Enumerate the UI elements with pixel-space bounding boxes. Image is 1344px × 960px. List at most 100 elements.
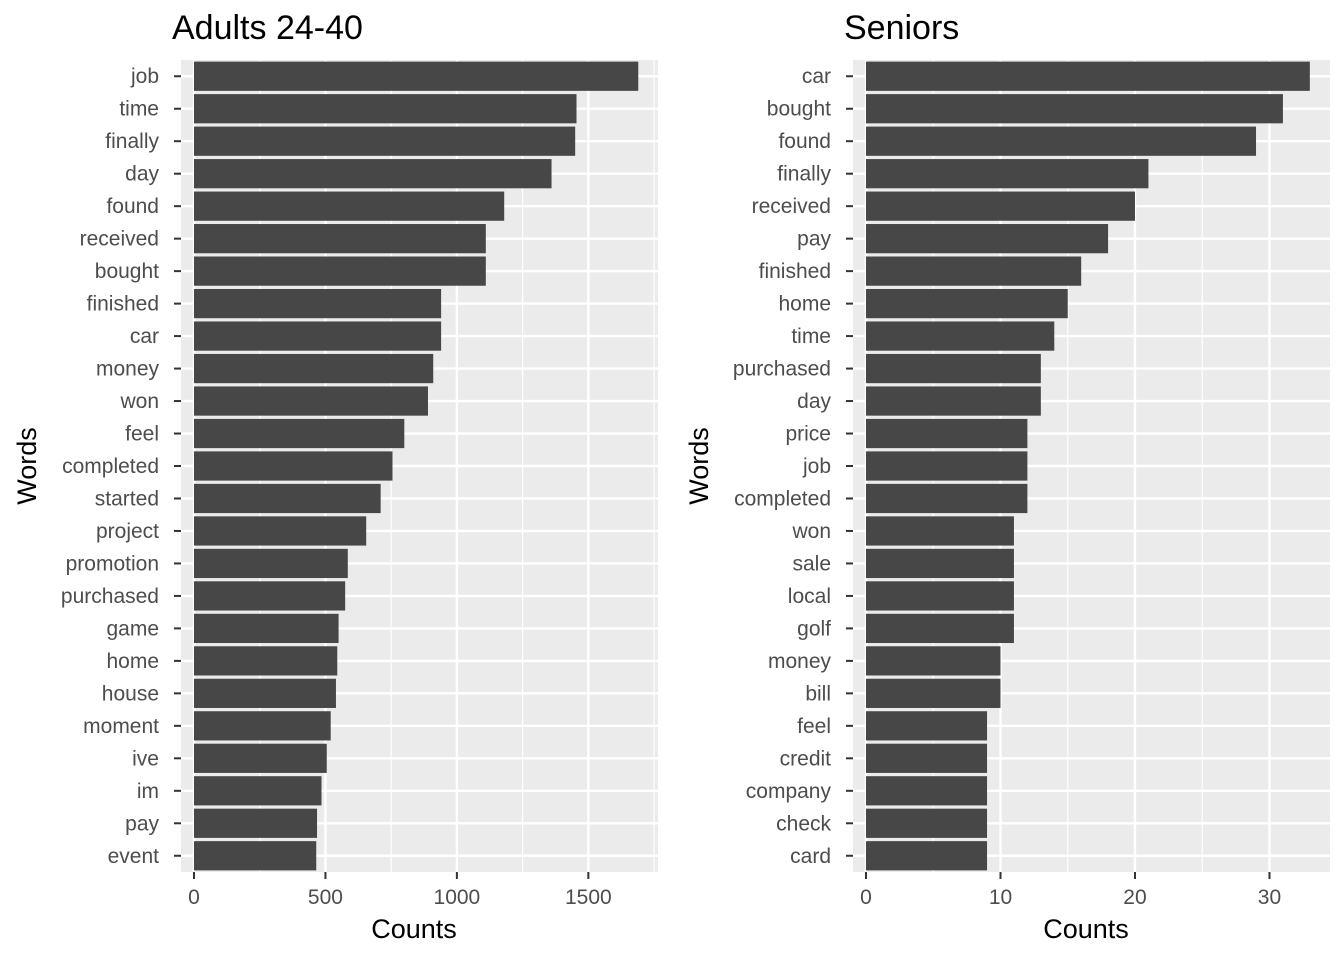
bar-bill xyxy=(866,678,1001,708)
bar-won xyxy=(194,386,428,416)
bar-money xyxy=(866,646,1001,676)
y-tick-label: home xyxy=(778,293,831,316)
bar-house xyxy=(194,678,336,708)
bar-bought xyxy=(194,256,486,286)
bar-day xyxy=(194,159,552,189)
x-tick-label: 0 xyxy=(188,886,200,909)
y-tick-label: money xyxy=(768,650,832,673)
y-tick-label: card xyxy=(790,845,831,868)
y-tick-label: price xyxy=(785,423,831,446)
bar-finished xyxy=(194,288,442,319)
bar-finished xyxy=(866,256,1082,286)
y-tick-label: won xyxy=(791,520,831,543)
y-tick-label: car xyxy=(130,325,159,348)
bar-completed xyxy=(194,451,393,481)
bar-finally xyxy=(194,126,576,156)
chart-panel-seniors: Seniors Counts Words car bought found final… xyxy=(684,9,1330,944)
bar-time xyxy=(866,321,1055,351)
y-tick-label: promotion xyxy=(66,552,159,575)
bar-purchased xyxy=(866,353,1041,384)
x-tick-label: 20 xyxy=(1123,886,1146,909)
bar-car xyxy=(194,321,442,351)
x-tick-label: 0 xyxy=(860,886,872,909)
y-tick-label: finally xyxy=(777,163,831,186)
y-tick-label: company xyxy=(746,780,832,803)
y-tick-label: finished xyxy=(87,293,159,316)
bar-im xyxy=(194,776,322,806)
bar-car xyxy=(866,61,1310,91)
y-tick-label: finished xyxy=(759,260,831,283)
bar-local xyxy=(866,581,1014,611)
y-tick-label: im xyxy=(137,780,159,803)
bar-job xyxy=(866,451,1028,481)
x-tick-label: 10 xyxy=(989,886,1012,909)
bar-pay xyxy=(194,808,318,838)
bar-moment xyxy=(194,711,331,741)
y-tick-label: found xyxy=(778,130,831,153)
chart-title: Seniors xyxy=(844,9,959,47)
bar-finally xyxy=(866,159,1149,189)
y-tick-label: ive xyxy=(132,747,159,770)
y-tick-label: sale xyxy=(792,552,831,575)
x-axis-label: Counts xyxy=(1043,914,1129,944)
x-tick-label: 30 xyxy=(1258,886,1281,909)
y-tick-label: moment xyxy=(83,715,159,738)
y-tick-label: time xyxy=(119,98,159,121)
y-tick-label: purchased xyxy=(61,585,159,608)
y-tick-label: day xyxy=(797,390,831,413)
x-tick-label: 1000 xyxy=(434,886,481,909)
y-tick-label: local xyxy=(788,585,831,608)
bar-feel xyxy=(866,711,988,741)
bar-pay xyxy=(866,224,1109,254)
bar-check xyxy=(866,808,988,838)
bar-company xyxy=(866,776,988,806)
y-tick-label: time xyxy=(791,325,831,348)
bar-game xyxy=(194,613,339,644)
bar-completed xyxy=(866,483,1028,514)
y-tick-label: purchased xyxy=(733,358,831,381)
bar-project xyxy=(194,516,367,546)
y-tick-label: home xyxy=(106,650,159,673)
chart-panel-adults: Adults 24-40 Counts Words job time finally… xyxy=(12,9,658,944)
bar-credit xyxy=(866,743,988,773)
y-tick-label: bought xyxy=(767,98,831,121)
y-axis-label: Words xyxy=(684,427,714,505)
bar-ive xyxy=(194,743,327,773)
bar-home xyxy=(866,288,1068,319)
bar-job xyxy=(194,61,639,91)
bar-feel xyxy=(194,418,405,449)
bar-promotion xyxy=(194,548,348,579)
y-tick-label: finally xyxy=(105,130,159,153)
y-tick-label: pay xyxy=(797,228,831,251)
bar-received xyxy=(194,224,486,254)
y-tick-label: completed xyxy=(734,487,831,510)
y-tick-label: feel xyxy=(125,423,159,446)
bar-found xyxy=(194,191,505,221)
bar-sale xyxy=(866,548,1014,579)
bar-price xyxy=(866,418,1028,449)
bar-day xyxy=(866,386,1041,416)
bar-event xyxy=(194,841,317,871)
y-axis-label: Words xyxy=(12,427,42,505)
y-tick-label: event xyxy=(108,845,160,868)
y-tick-label: won xyxy=(119,390,159,413)
y-tick-label: money xyxy=(96,358,160,381)
y-tick-label: credit xyxy=(780,747,832,770)
y-tick-label: pay xyxy=(125,812,159,835)
y-tick-label: completed xyxy=(62,455,159,478)
bar-purchased xyxy=(194,581,346,611)
y-tick-label: found xyxy=(106,195,159,218)
y-tick-label: job xyxy=(802,455,831,478)
y-tick-label: game xyxy=(106,617,159,640)
y-tick-label: received xyxy=(80,228,159,251)
y-tick-label: bill xyxy=(805,682,831,705)
bar-received xyxy=(866,191,1135,221)
x-axis-label: Counts xyxy=(371,914,457,944)
bar-bought xyxy=(866,94,1283,124)
bar-found xyxy=(866,126,1257,156)
y-tick-label: received xyxy=(752,195,831,218)
y-tick-label: car xyxy=(802,65,831,88)
bar-home xyxy=(194,646,338,676)
x-tick-label: 1500 xyxy=(565,886,612,909)
